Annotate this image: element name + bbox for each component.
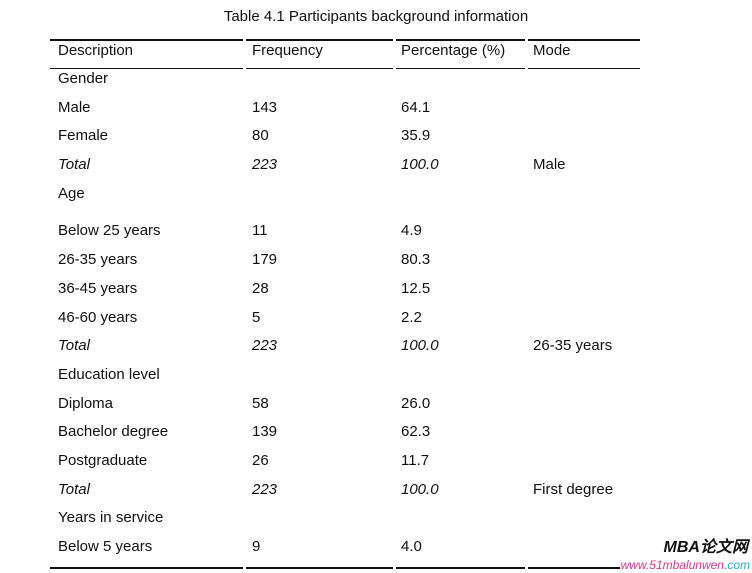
table-row: Bachelor degree 139 62.3: [0, 418, 752, 447]
total-row: Total 223 100.0 First degree: [0, 476, 752, 505]
header-mode: Mode: [533, 42, 571, 59]
cell-description: 46-60 years: [58, 308, 138, 326]
cell-percentage: 80.3: [401, 251, 431, 269]
section-row: Education level: [0, 361, 752, 390]
section-row: Gender: [0, 65, 752, 94]
cell-percentage: 4.0: [401, 538, 422, 555]
table-caption: Table 4.1 Participants background inform…: [223, 8, 529, 25]
cell-description: Years in service: [58, 509, 164, 527]
top-rule: [50, 39, 243, 41]
table-row: 46-60 years 5 2.2: [0, 304, 752, 333]
cell-percentage: 100.0: [401, 337, 439, 355]
cell-description: Total: [58, 156, 90, 174]
cell-description: Male: [58, 98, 91, 116]
section-row: Age: [0, 180, 752, 218]
cell-percentage: 35.9: [401, 127, 431, 145]
cell-description: 36-45 years: [58, 279, 138, 297]
cell-percentage: 62.3: [401, 423, 431, 441]
watermark-url-tld: com: [727, 558, 750, 572]
cell-description: Total: [58, 337, 90, 355]
table-header: Description Frequency Percentage (%) Mod…: [0, 36, 752, 65]
header-frequency: Frequency: [252, 42, 323, 59]
header-percentage: Percentage (%): [401, 42, 506, 59]
cell-description: Female: [58, 127, 109, 145]
cell-mode: First degree: [533, 480, 614, 498]
cell-frequency: 9: [252, 538, 261, 555]
header-rule: [396, 68, 525, 69]
table-row: Male 143 64.1: [0, 94, 752, 123]
cell-frequency: 223: [252, 337, 278, 355]
section-row: Years in service: [0, 504, 752, 533]
cell-frequency: 179: [252, 251, 278, 269]
cell-description: Diploma: [58, 394, 114, 412]
cell-description: Gender: [58, 70, 109, 87]
watermark-logo: MBA论文网: [663, 539, 748, 556]
header-rule: [246, 68, 393, 69]
cell-description: Total: [58, 480, 90, 498]
cell-percentage: 26.0: [401, 394, 431, 412]
cell-description: Below 5 years: [58, 538, 153, 555]
top-rule: [246, 39, 393, 41]
bottom-rule: [246, 567, 393, 569]
table-row: Diploma 58 26.0: [0, 390, 752, 419]
table-row: 26-35 years 179 80.3: [0, 246, 752, 275]
total-row: Total 223 100.0 Male: [0, 151, 752, 180]
cell-description: Education level: [58, 365, 160, 383]
table-row: Postgraduate 26 11.7: [0, 447, 752, 476]
cell-frequency: 5: [252, 308, 261, 326]
header-description: Description: [58, 42, 134, 59]
cell-frequency: 143: [252, 98, 278, 116]
bottom-rule: [396, 567, 525, 569]
cell-description: Bachelor degree: [58, 423, 169, 441]
cell-frequency: 28: [252, 279, 269, 297]
cell-frequency: 58: [252, 394, 269, 412]
watermark-url: www.51mbalunwen.com: [621, 559, 750, 572]
cell-description: Age: [58, 184, 85, 202]
watermark-url-main: www.51mbalunwen.: [620, 558, 728, 572]
top-rule: [528, 39, 640, 41]
bottom-rule: [528, 567, 620, 569]
cell-percentage: 11.7: [401, 451, 430, 469]
cell-frequency: 26: [252, 451, 269, 469]
cell-percentage: 12.5: [401, 279, 431, 297]
cell-frequency: 80: [252, 127, 269, 145]
cell-frequency: 223: [252, 480, 278, 498]
cell-mode: 26-35 years: [533, 337, 613, 355]
table-row: 36-45 years 28 12.5: [0, 275, 752, 304]
cell-frequency: 223: [252, 156, 278, 174]
cell-description: Below 25 years: [58, 222, 161, 240]
table-row: Below 5 years 9 4.0: [0, 533, 752, 562]
table-row: Below 25 years 11 4.9: [0, 217, 752, 246]
bottom-rule: [50, 567, 243, 569]
cell-percentage: 4.9: [401, 222, 422, 240]
cell-frequency: 11: [252, 222, 268, 240]
header-rule: [528, 68, 640, 69]
cell-frequency: 139: [252, 423, 278, 441]
header-rule: [50, 68, 243, 69]
cell-mode: Male: [533, 156, 566, 174]
cell-percentage: 64.1: [401, 98, 431, 116]
total-row: Total 223 100.0 26-35 years: [0, 332, 752, 361]
table-row: Female 80 35.9: [0, 122, 752, 151]
cell-percentage: 100.0: [401, 156, 439, 174]
cell-percentage: 100.0: [401, 480, 439, 498]
cell-description: Postgraduate: [58, 451, 148, 469]
cell-description: 26-35 years: [58, 251, 138, 269]
top-rule: [396, 39, 525, 41]
cell-percentage: 2.2: [401, 308, 422, 326]
table-body: Gender Male 143 64.1 Female 80 35.9 Total 223 100…: [0, 65, 752, 562]
